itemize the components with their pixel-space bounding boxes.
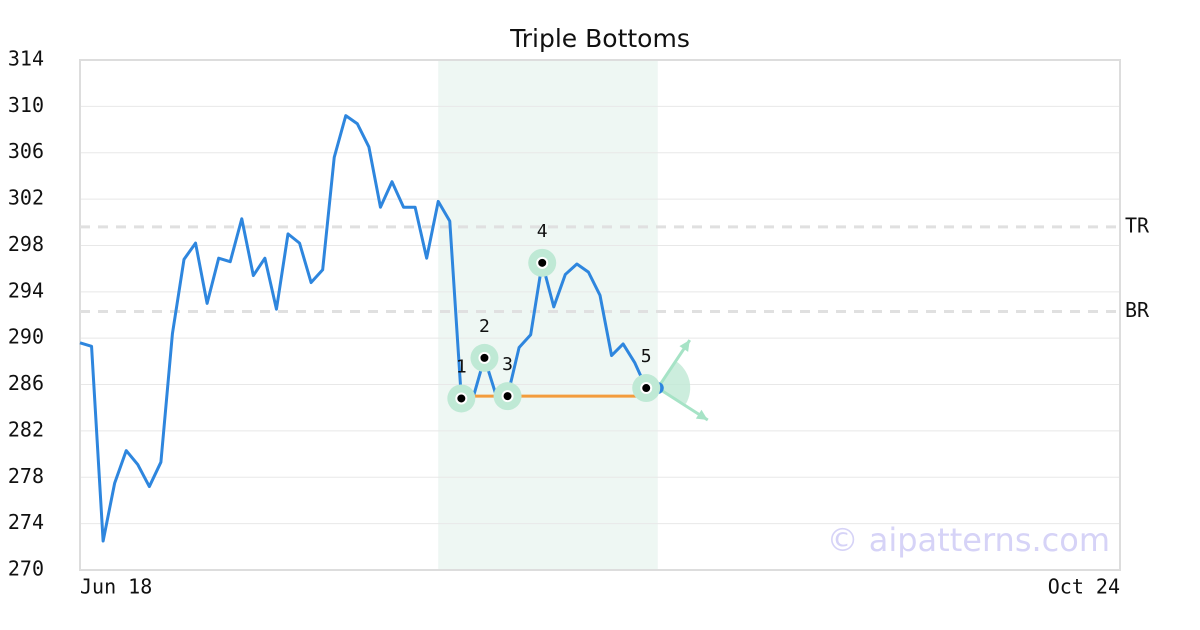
y-tick-label: 270	[8, 557, 44, 581]
y-tick-label: 290	[8, 325, 44, 349]
x-tick-label: Jun 18	[80, 575, 152, 599]
plot-frame	[79, 59, 1121, 571]
pattern-label: 5	[641, 346, 652, 367]
breakout-wedge	[657, 361, 691, 405]
pattern-label: 4	[537, 221, 548, 242]
chart-title: Triple Bottoms	[509, 24, 690, 53]
y-tick-label: 294	[8, 278, 44, 302]
pattern-label: 1	[456, 356, 467, 377]
pattern-zone	[438, 60, 658, 570]
pattern-label: 2	[479, 316, 490, 337]
level-label: TR	[1125, 213, 1150, 237]
pattern-point	[478, 351, 491, 364]
pattern-point	[536, 256, 549, 269]
y-tick-label: 310	[8, 93, 44, 117]
arrow-head	[695, 409, 708, 421]
price-line	[79, 114, 658, 543]
y-tick-label: 274	[8, 510, 44, 534]
y-tick-label: 282	[8, 417, 44, 441]
pattern-point	[455, 392, 468, 405]
level-label: BR	[1125, 298, 1150, 322]
y-tick-label: 278	[8, 464, 44, 488]
watermark: © aipatterns.com	[827, 521, 1110, 559]
pattern-point	[640, 382, 653, 395]
pattern-point	[501, 390, 514, 403]
y-tick-label: 306	[8, 139, 44, 163]
y-tick-label: 298	[8, 232, 44, 256]
x-tick-label: Oct 24	[1048, 575, 1120, 599]
y-tick-label: 286	[8, 371, 44, 395]
y-tick-label: 314	[8, 47, 44, 71]
pattern-label: 3	[502, 354, 513, 375]
arrow-head	[679, 340, 690, 352]
y-tick-label: 302	[8, 186, 44, 210]
